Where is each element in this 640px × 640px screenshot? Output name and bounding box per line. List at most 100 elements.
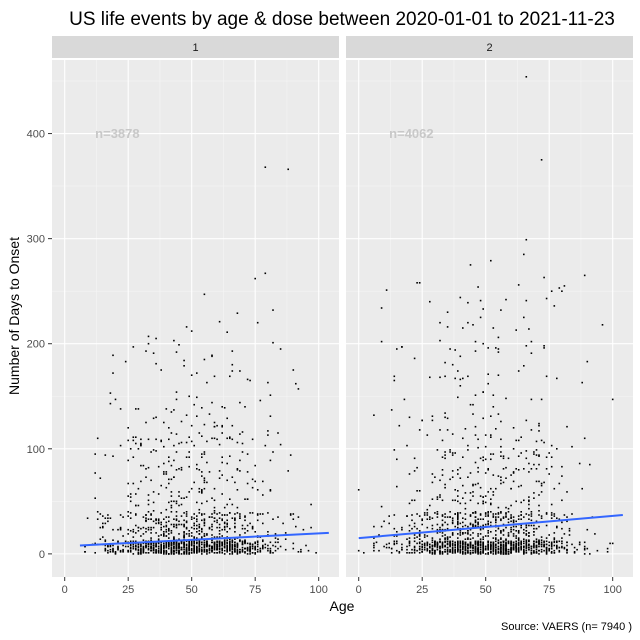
- x-tick-label: 75: [249, 584, 261, 596]
- scatter-point: [457, 523, 459, 526]
- scatter-point: [439, 321, 441, 324]
- scatter-point: [507, 511, 510, 513]
- scatter-point: [451, 532, 454, 534]
- scatter-point: [477, 541, 479, 544]
- scatter-point: [196, 548, 198, 551]
- scatter-point: [497, 374, 500, 376]
- scatter-point: [155, 548, 157, 551]
- scatter-point: [553, 532, 556, 534]
- scatter-point: [239, 517, 241, 519]
- scatter-point: [254, 541, 256, 544]
- scatter-point: [525, 513, 528, 515]
- scatter-point: [170, 546, 173, 549]
- scatter-point: [472, 537, 474, 539]
- scatter-point: [295, 382, 297, 385]
- scatter-point: [482, 552, 484, 554]
- scatter-point: [206, 545, 208, 548]
- scatter-point: [102, 526, 104, 529]
- scatter-point: [173, 339, 175, 342]
- scatter-point: [446, 537, 449, 539]
- scatter-point: [467, 532, 469, 534]
- scatter-point: [132, 436, 135, 438]
- scatter-point: [112, 372, 114, 374]
- scatter-point: [533, 531, 535, 533]
- scatter-point: [251, 486, 254, 489]
- scatter-point: [267, 430, 269, 432]
- scatter-point: [515, 329, 517, 331]
- scatter-point: [502, 457, 505, 460]
- scatter-point: [426, 535, 429, 537]
- scatter-point: [568, 534, 571, 536]
- scatter-point: [441, 552, 444, 554]
- scatter-point: [517, 518, 520, 520]
- scatter-point: [525, 541, 528, 544]
- scatter-point: [152, 520, 155, 523]
- scatter-point: [223, 521, 226, 524]
- scatter-point: [517, 549, 520, 552]
- scatter-point: [231, 546, 234, 549]
- scatter-point: [464, 524, 467, 527]
- scatter-point: [462, 532, 464, 534]
- scatter-point: [495, 518, 497, 520]
- scatter-point: [216, 546, 218, 549]
- scatter-point: [505, 466, 507, 469]
- scatter-point: [183, 519, 185, 522]
- scatter-point: [477, 552, 479, 554]
- scatter-point: [218, 548, 221, 551]
- scatter-point: [398, 551, 401, 553]
- scatter-point: [218, 523, 221, 526]
- scatter-point: [451, 363, 454, 366]
- scatter-point: [140, 480, 142, 483]
- scatter-point: [416, 549, 418, 552]
- scatter-point: [173, 409, 175, 411]
- scatter-point: [472, 532, 474, 534]
- scatter-point: [429, 518, 431, 520]
- scatter-point: [548, 544, 550, 547]
- scatter-point: [573, 551, 576, 553]
- scatter-point: [451, 540, 454, 543]
- scatter-point: [203, 533, 206, 535]
- scatter-point: [446, 326, 449, 328]
- scatter-point: [201, 541, 203, 544]
- scatter-point: [165, 508, 168, 511]
- scatter-point: [185, 551, 188, 553]
- scatter-point: [396, 542, 398, 545]
- scatter-point: [302, 528, 305, 531]
- scatter-point: [163, 545, 165, 548]
- scatter-point: [137, 545, 140, 548]
- scatter-point: [190, 440, 193, 443]
- scatter-point: [517, 541, 520, 544]
- scatter-point: [487, 468, 489, 470]
- scatter-point: [163, 445, 165, 448]
- scatter-point: [482, 456, 484, 458]
- x-tick-label: 25: [416, 584, 428, 596]
- scatter-point: [520, 545, 522, 548]
- scatter-point: [175, 433, 178, 435]
- scatter-point: [119, 514, 122, 516]
- scatter-point: [510, 541, 512, 544]
- scatter-point: [203, 535, 206, 537]
- scatter-point: [155, 544, 157, 547]
- scatter-point: [423, 514, 426, 516]
- scatter-point: [223, 540, 226, 543]
- scatter-point: [492, 453, 495, 455]
- scatter-point: [423, 543, 426, 546]
- scatter-point: [507, 548, 510, 551]
- scatter-point: [254, 547, 256, 550]
- scatter-point: [556, 541, 558, 544]
- scatter-point: [264, 546, 267, 549]
- scatter-point: [152, 449, 155, 451]
- scatter-point: [423, 548, 426, 551]
- scatter-point: [413, 548, 416, 551]
- scatter-point: [259, 547, 262, 550]
- scatter-point: [216, 548, 218, 551]
- scatter-point: [500, 537, 502, 539]
- scatter-point: [418, 552, 421, 554]
- scatter-point: [193, 403, 195, 406]
- scatter-point: [178, 543, 180, 546]
- scatter-point: [413, 457, 416, 460]
- scatter-point: [502, 534, 505, 536]
- scatter-point: [457, 537, 459, 539]
- scatter-point: [561, 475, 563, 477]
- scatter-point: [239, 513, 241, 515]
